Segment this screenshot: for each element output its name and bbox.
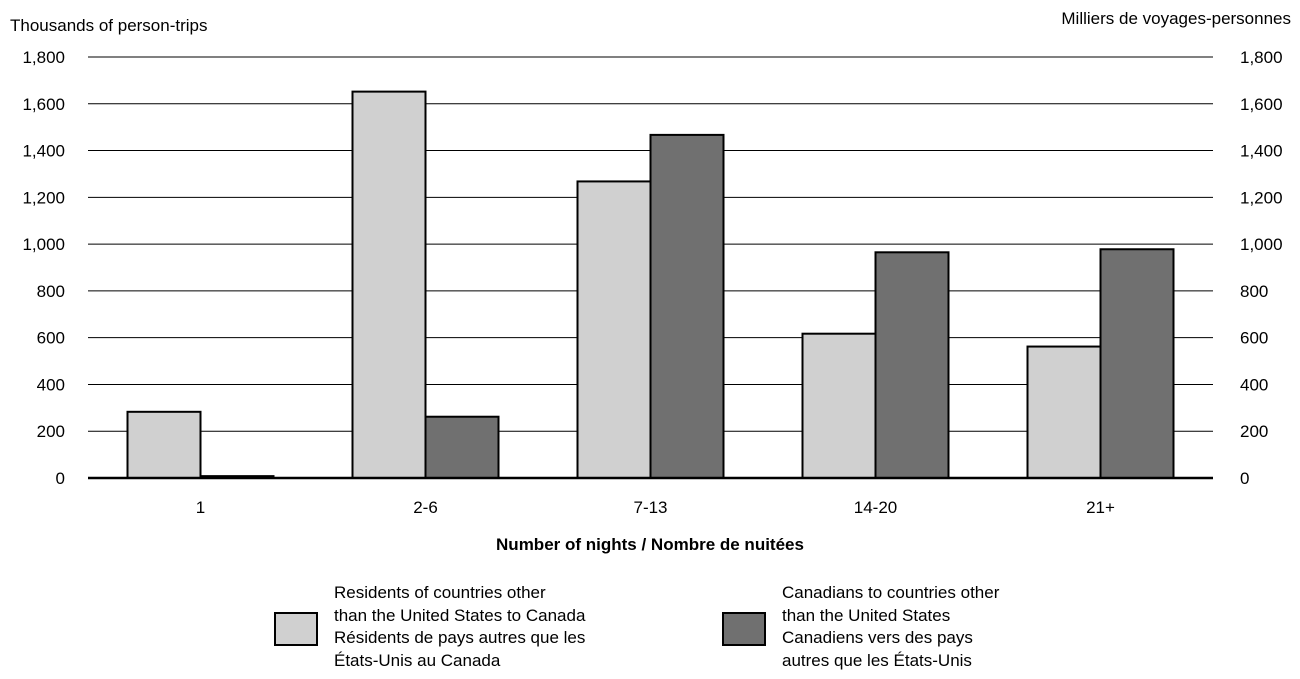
bar-residents-21+ — [1026, 345, 1102, 479]
bar-residents-1 — [126, 410, 202, 479]
x-tick-label: 2-6 — [413, 498, 438, 517]
x-axis-label: Number of nights / Nombre de nuitées — [496, 535, 804, 554]
y-tick-label-right: 400 — [1240, 375, 1268, 394]
bar-canadians-7-13 — [649, 133, 725, 479]
legend-swatch-canadians — [722, 612, 766, 646]
y-tick-label-left: 200 — [37, 422, 65, 441]
y-tick-label-right: 1,400 — [1240, 142, 1283, 161]
legend-text-line: than the United States to Canada — [334, 605, 586, 625]
bar-canadians-14-20 — [874, 251, 950, 479]
bar-canadians-21+ — [1099, 248, 1175, 479]
y-axis-label-left: Thousands of person-trips — [10, 16, 208, 35]
y-tick-label-right: 800 — [1240, 282, 1268, 301]
y-tick-label-left: 1,200 — [22, 188, 65, 207]
y-tick-label-right: 1,200 — [1240, 188, 1283, 207]
bar-residents-14-20 — [801, 332, 877, 479]
y-tick-label-left: 1,400 — [22, 142, 65, 161]
legend-text-line: Residents of countries other — [334, 583, 546, 602]
y-tick-label-right: 1,800 — [1240, 48, 1283, 67]
legend-text-line: États-Unis au Canada — [334, 650, 501, 670]
legend-text-line: Canadians to countries other — [782, 583, 1000, 602]
x-tick-label: 7-13 — [633, 498, 667, 517]
legend-text-line: than the United States — [782, 605, 951, 625]
y-ticks-left: 0 200 400 600 800 1,000 1,200 1,400 1,600 1,800 — [22, 48, 65, 488]
y-tick-label-left: 600 — [37, 329, 65, 348]
y-tick-label-left: 400 — [37, 375, 65, 394]
y-tick-label-left: 0 — [56, 469, 65, 488]
x-tick-label: 1 — [196, 498, 205, 517]
bar-residents-7-13 — [576, 180, 652, 479]
y-tick-label-right: 0 — [1240, 469, 1249, 488]
legend-text-line: Canadiens vers des pays — [782, 628, 973, 647]
y-ticks-right: 0 200 400 600 800 1,000 1,200 1,400 1,600 1,800 — [1240, 48, 1283, 488]
y-tick-label-left: 1,600 — [22, 95, 65, 114]
y-tick-label-left: 1,000 — [22, 235, 65, 254]
y-axis-label-right: Milliers de voyages-personnes — [1061, 9, 1291, 28]
legend-swatch-residents — [274, 612, 318, 646]
legend-text-line: autres que les États-Unis — [782, 650, 972, 670]
y-tick-label-right: 200 — [1240, 422, 1268, 441]
y-tick-label-right: 600 — [1240, 329, 1268, 348]
legend-text-line: Résidents de pays autres que les — [334, 628, 586, 647]
bars — [126, 90, 1175, 479]
x-tick-labels: 1 2-6 7-13 14-20 21+ — [196, 498, 1115, 517]
bar-canadians-2-6 — [424, 415, 500, 479]
x-tick-label: 14-20 — [854, 498, 897, 517]
bar-residents-2-6 — [351, 90, 427, 479]
x-tick-label: 21+ — [1086, 498, 1115, 517]
legend-label-residents: Residents of countries other than the Uni… — [334, 582, 674, 672]
y-tick-label-left: 1,800 — [22, 48, 65, 67]
y-tick-label-left: 800 — [37, 282, 65, 301]
y-tick-label-right: 1,600 — [1240, 95, 1283, 114]
y-tick-label-right: 1,000 — [1240, 235, 1283, 254]
legend-label-canadians: Canadians to countries other than the Uni… — [782, 582, 1122, 672]
